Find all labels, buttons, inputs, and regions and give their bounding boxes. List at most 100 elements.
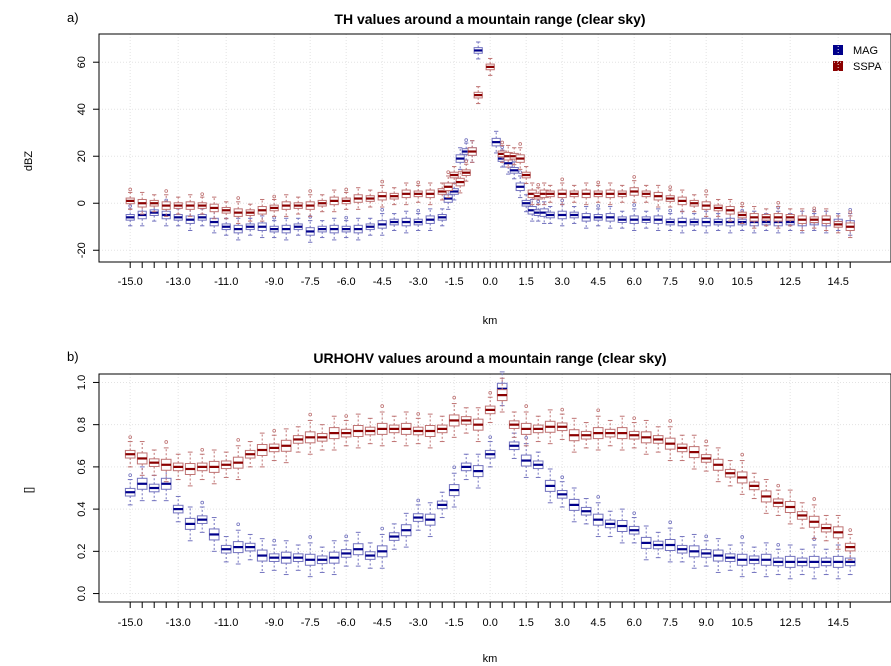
- x-tick-label: 3.0: [555, 617, 570, 629]
- outlier-sspa: [128, 187, 133, 192]
- x-tick-label: -3.0: [409, 276, 428, 288]
- outlier-sspa: [518, 142, 522, 146]
- outlier-sspa: [380, 179, 385, 184]
- outlier-sspa: [380, 404, 385, 408]
- outlier-sspa: [416, 412, 421, 416]
- outlier-mag: [668, 520, 672, 524]
- outlier-sspa: [560, 407, 564, 412]
- outlier-mag: [416, 208, 421, 213]
- outlier-sspa: [164, 440, 169, 444]
- y-tick-label: -20: [76, 242, 88, 258]
- x-tick-label: -6.0: [337, 276, 356, 288]
- x-tick-label: 0.0: [483, 617, 498, 629]
- outlier-sspa: [812, 497, 816, 501]
- y-tick-label: 0.4: [76, 501, 88, 516]
- x-tick-label: 4.5: [591, 276, 606, 288]
- outlier-sspa: [632, 175, 636, 179]
- outlier-sspa: [272, 194, 277, 199]
- x-tick-label: -6.0: [337, 617, 356, 629]
- outlier-sspa: [344, 414, 349, 418]
- outlier-mag: [452, 465, 457, 470]
- panel-b-title: URHOHV values around a mountain range (c…: [313, 350, 666, 366]
- outlier-sspa: [776, 200, 780, 205]
- outlier-sspa: [740, 452, 744, 457]
- y-tick-label: 20: [76, 150, 88, 162]
- x-tick-label: -13.0: [166, 617, 191, 629]
- outlier-sspa: [560, 177, 564, 182]
- x-tick-label: 10.5: [731, 276, 752, 288]
- outlier-mag: [740, 535, 744, 539]
- outlier-mag: [464, 138, 469, 142]
- x-tick-label: 6.0: [627, 276, 642, 288]
- x-tick-label: 1.5: [519, 276, 534, 288]
- x-tick-label: -1.5: [445, 276, 464, 288]
- x-tick-label: -9.0: [265, 617, 284, 629]
- x-tick-label: 14.5: [827, 617, 848, 629]
- y-tick-label: 1.0: [76, 375, 88, 390]
- x-tick-label: -1.5: [445, 617, 464, 629]
- outlier-mag: [488, 435, 493, 439]
- legend-label-sspa: SSPA: [853, 61, 882, 73]
- legend-swatch-sspa: [833, 61, 843, 71]
- y-tick-label: 0.2: [76, 544, 88, 559]
- plot-frame: [98, 33, 891, 263]
- outlier-sspa: [812, 206, 816, 211]
- outlier-mag: [344, 534, 349, 539]
- panel-a-plot: -20 0 20 40 60 -15.0 -13.0 -11.0 -9.0 -7.5 -6.0 -4.…: [76, 33, 891, 288]
- panel-a-ylabel: dBZ: [23, 151, 35, 171]
- x-tick-label: -9.0: [265, 276, 284, 288]
- panel-a-title: TH values around a mountain range (clear…: [334, 11, 645, 27]
- panel-a-xlabel: km: [483, 315, 498, 327]
- outlier-sspa: [344, 187, 349, 192]
- outlier-mag: [308, 535, 313, 539]
- x-tick-label: -11.0: [214, 617, 238, 629]
- outlier-mag: [776, 542, 780, 547]
- outlier-sspa: [632, 416, 636, 420]
- panel-a-tag: a): [67, 10, 79, 25]
- outlier-sspa: [128, 435, 133, 439]
- y-tick-label: 0: [76, 200, 88, 206]
- outlier-sspa: [308, 189, 313, 193]
- outlier-mag: [668, 208, 672, 213]
- outlier-mag: [416, 498, 421, 503]
- x-tick-label: 12.5: [779, 276, 800, 288]
- outlier-sspa: [236, 196, 241, 200]
- outlier-mag: [128, 473, 133, 477]
- outlier-sspa: [596, 408, 600, 413]
- y-tick-label: 40: [76, 103, 88, 115]
- outlier-mag: [380, 526, 385, 531]
- x-tick-label: -7.5: [301, 617, 320, 629]
- x-tick-label: 10.5: [731, 617, 752, 629]
- x-tick-label: 6.0: [627, 617, 642, 629]
- x-tick-label: -3.0: [409, 617, 428, 629]
- x-tick-label: 7.5: [663, 617, 678, 629]
- x-tick-label: -15.0: [118, 276, 143, 288]
- outlier-sspa: [446, 170, 451, 174]
- outlier-sspa: [848, 528, 852, 532]
- x-tick-label: 12.5: [779, 617, 800, 629]
- y-tick-label: 0.0: [76, 586, 88, 601]
- outlier-sspa: [452, 395, 457, 400]
- outlier-sspa: [164, 189, 169, 193]
- outlier-sspa: [200, 447, 205, 452]
- panel-b-tag: b): [67, 349, 79, 364]
- panel-b-ylabel: []: [23, 487, 35, 493]
- outlier-sspa: [668, 185, 672, 189]
- outlier-sspa: [500, 140, 505, 145]
- x-tick-label: 9.0: [699, 276, 714, 288]
- outlier-sspa: [524, 404, 528, 408]
- outlier-sspa: [536, 182, 540, 187]
- y-tick-label: 0.8: [76, 417, 88, 432]
- outlier-sspa: [464, 159, 469, 164]
- plot-frame: [98, 373, 891, 603]
- outlier-sspa: [740, 201, 744, 206]
- x-tick-label: -7.5: [301, 276, 320, 288]
- x-tick-label: 3.0: [555, 276, 570, 288]
- outlier-sspa: [668, 419, 672, 423]
- outlier-sspa: [236, 438, 241, 442]
- outlier-mag: [272, 538, 277, 543]
- outlier-sspa: [272, 428, 277, 433]
- outlier-mag: [344, 215, 349, 220]
